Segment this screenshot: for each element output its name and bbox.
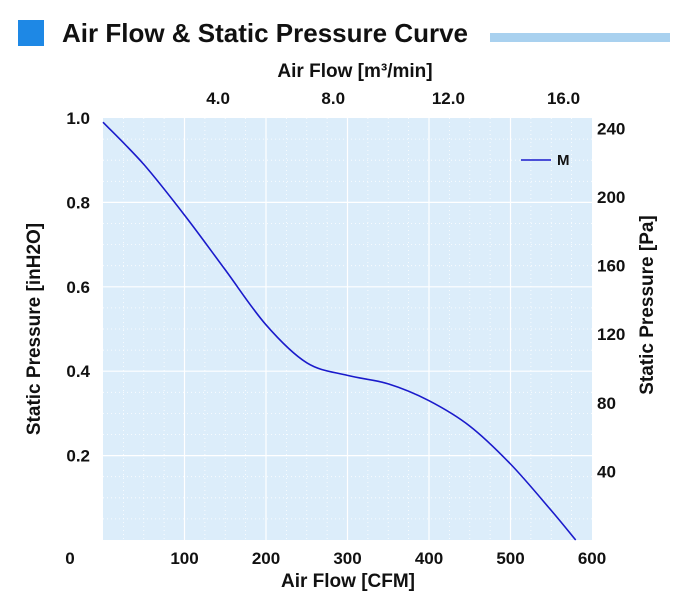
y-tick-label: 0.8 [66,193,90,212]
y-axis-label: Static Pressure [inH2O] [24,223,45,435]
y2-tick-label: 200 [597,188,625,207]
x2-tick-label: 4.0 [206,89,230,108]
x-tick-label: 500 [496,549,524,568]
title-underline-bar [490,33,670,42]
y2-tick-label: 40 [597,462,616,481]
legend-label-m: M [557,152,570,169]
y2-tick-label: 160 [597,257,625,276]
x-tick-label: 0 [65,549,74,568]
x-tick-label: 200 [252,549,280,568]
y-tick-label: 1.0 [66,109,90,128]
title-accent-square [18,20,44,46]
x-axis-label: Air Flow [CFM] [281,571,415,592]
y2-axis-label: Static Pressure [Pa] [637,215,658,395]
y-tick-label: 0.6 [66,278,90,297]
x2-axis-label: Air Flow [m³/min] [277,61,432,82]
x-tick-label: 100 [170,549,198,568]
chart-title: Air Flow & Static Pressure Curve [62,18,468,48]
y2-tick-label: 120 [597,325,625,344]
x-tick-label: 300 [333,549,361,568]
x-tick-label: 400 [415,549,443,568]
y2-tick-label: 80 [597,394,616,413]
x-tick-label: 600 [578,549,606,568]
y-tick-label: 0.2 [66,447,90,466]
y2-tick-label: 240 [597,119,625,138]
x2-tick-label: 16.0 [547,89,580,108]
x2-tick-label: 8.0 [321,89,345,108]
x2-tick-label: 12.0 [432,89,465,108]
y-tick-label: 0.4 [66,362,90,381]
